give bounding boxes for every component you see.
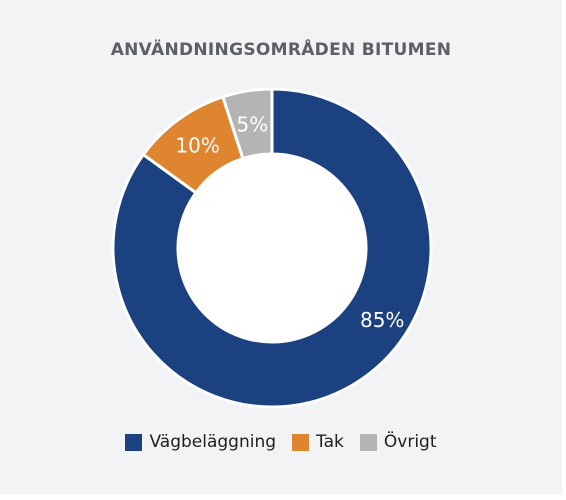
donut-hole — [179, 155, 365, 341]
legend-item-ovrigt: Övrigt — [359, 432, 437, 452]
donut-slice-labels: 85% 10% 5% — [175, 112, 404, 332]
donut-slice-0 — [111, 87, 433, 409]
legend-label: Tak — [316, 432, 344, 452]
slice-data-label: 5% — [237, 112, 269, 136]
chart-title: ANVÄNDNINGSOMRÅDEN BITUMEN — [110, 40, 452, 60]
legend-swatch — [292, 433, 310, 451]
legend-item-tak: Tak — [292, 432, 344, 452]
legend-swatch — [359, 433, 377, 451]
chart-legend: Vägbeläggning Tak Övrigt — [0, 432, 562, 452]
legend-item-vagbelaggning: Vägbeläggning — [125, 432, 276, 452]
donut-slices — [111, 87, 433, 409]
slice-data-label: 85% — [360, 308, 404, 332]
legend-label: Övrigt — [383, 432, 437, 452]
donut-slice-2 — [221, 87, 274, 161]
legend-label: Vägbeläggning — [149, 432, 277, 452]
legend-swatch — [125, 433, 143, 451]
slice-data-label: 10% — [175, 134, 219, 158]
